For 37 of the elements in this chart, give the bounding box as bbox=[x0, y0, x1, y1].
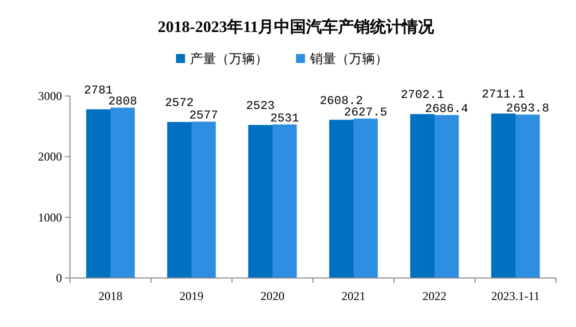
bar bbox=[434, 115, 459, 278]
x-tick-label: 2022 bbox=[422, 289, 446, 303]
x-tick-label: 2021 bbox=[342, 289, 366, 303]
data-label: 2693.8 bbox=[506, 102, 550, 116]
x-tick-label: 2019 bbox=[180, 289, 204, 303]
data-label: 2702.1 bbox=[400, 88, 444, 102]
data-label: 2531 bbox=[270, 111, 300, 126]
x-tick-label: 2018 bbox=[98, 289, 122, 303]
data-label: 2608.2 bbox=[320, 94, 363, 108]
data-label: 2808 bbox=[108, 94, 138, 109]
data-label: 2627.5 bbox=[344, 106, 388, 120]
bar bbox=[167, 122, 192, 278]
data-label: 2781 bbox=[84, 83, 113, 98]
data-label: 2577 bbox=[189, 108, 218, 123]
legend-label: 产量（万辆） bbox=[190, 52, 268, 67]
x-tick-label: 2020 bbox=[260, 289, 284, 303]
data-label: 2711.1 bbox=[482, 88, 525, 102]
data-label: 2523 bbox=[246, 98, 275, 113]
chart-title: 2018-2023年11月中国汽车产销统计情况 bbox=[158, 18, 436, 36]
bar bbox=[516, 114, 540, 278]
bar bbox=[272, 124, 297, 278]
legend-label: 销量（万辆） bbox=[309, 52, 388, 67]
x-tick-label: 2023.1-11 bbox=[491, 289, 540, 303]
bar bbox=[410, 114, 434, 278]
bar bbox=[248, 124, 272, 278]
bar bbox=[110, 108, 135, 278]
y-tick-label: 3000 bbox=[38, 89, 62, 103]
bar bbox=[354, 118, 378, 278]
bar bbox=[86, 109, 110, 278]
y-tick-label: 0 bbox=[56, 271, 62, 285]
y-tick-label: 1000 bbox=[38, 210, 62, 224]
bar bbox=[329, 120, 354, 278]
bar bbox=[192, 122, 216, 278]
bar bbox=[491, 114, 516, 278]
data-label: 2686.4 bbox=[425, 102, 468, 116]
data-label: 2572 bbox=[164, 96, 194, 110]
y-tick-label: 2000 bbox=[38, 150, 62, 164]
